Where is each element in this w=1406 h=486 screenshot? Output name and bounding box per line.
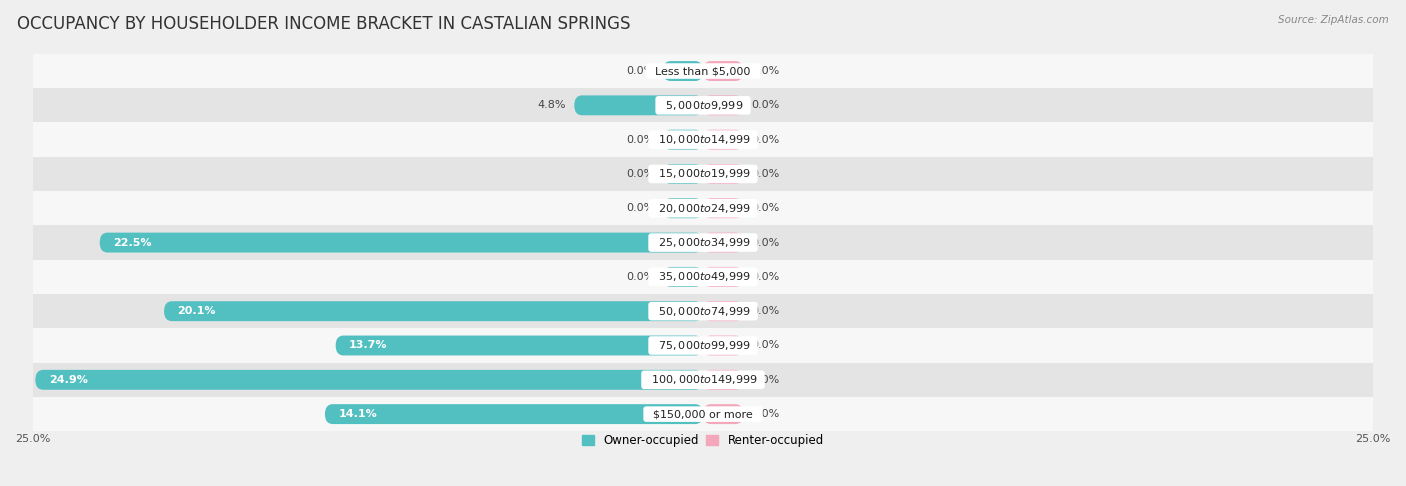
Text: 4.8%: 4.8% bbox=[537, 100, 567, 110]
Text: $75,000 to $99,999: $75,000 to $99,999 bbox=[651, 339, 755, 352]
Text: Less than $5,000: Less than $5,000 bbox=[648, 66, 758, 76]
Text: Source: ZipAtlas.com: Source: ZipAtlas.com bbox=[1278, 15, 1389, 25]
Bar bbox=[32, 88, 1374, 122]
Text: $20,000 to $24,999: $20,000 to $24,999 bbox=[651, 202, 755, 215]
Text: 20.1%: 20.1% bbox=[177, 306, 217, 316]
FancyBboxPatch shape bbox=[336, 335, 703, 355]
FancyBboxPatch shape bbox=[703, 267, 744, 287]
Bar bbox=[32, 260, 1374, 294]
Text: $25,000 to $34,999: $25,000 to $34,999 bbox=[651, 236, 755, 249]
Text: $5,000 to $9,999: $5,000 to $9,999 bbox=[658, 99, 748, 112]
FancyBboxPatch shape bbox=[662, 61, 703, 81]
Text: 0.0%: 0.0% bbox=[751, 100, 779, 110]
Text: $150,000 or more: $150,000 or more bbox=[647, 409, 759, 419]
Text: 0.0%: 0.0% bbox=[627, 272, 655, 282]
FancyBboxPatch shape bbox=[662, 198, 703, 218]
Text: 0.0%: 0.0% bbox=[751, 135, 779, 145]
Text: $100,000 to $149,999: $100,000 to $149,999 bbox=[644, 373, 762, 386]
Text: 0.0%: 0.0% bbox=[751, 66, 779, 76]
FancyBboxPatch shape bbox=[662, 130, 703, 150]
Bar bbox=[32, 397, 1374, 431]
Text: $10,000 to $14,999: $10,000 to $14,999 bbox=[651, 133, 755, 146]
FancyBboxPatch shape bbox=[703, 61, 744, 81]
FancyBboxPatch shape bbox=[703, 301, 744, 321]
Bar bbox=[32, 294, 1374, 329]
FancyBboxPatch shape bbox=[662, 267, 703, 287]
FancyBboxPatch shape bbox=[703, 164, 744, 184]
FancyBboxPatch shape bbox=[703, 404, 744, 424]
Text: 0.0%: 0.0% bbox=[751, 375, 779, 385]
Text: 22.5%: 22.5% bbox=[112, 238, 152, 247]
Text: 0.0%: 0.0% bbox=[751, 272, 779, 282]
FancyBboxPatch shape bbox=[703, 233, 744, 253]
Bar bbox=[32, 122, 1374, 157]
Text: $35,000 to $49,999: $35,000 to $49,999 bbox=[651, 270, 755, 283]
Text: 0.0%: 0.0% bbox=[751, 409, 779, 419]
Bar bbox=[32, 157, 1374, 191]
Text: 0.0%: 0.0% bbox=[751, 306, 779, 316]
Text: 0.0%: 0.0% bbox=[751, 341, 779, 350]
Text: $15,000 to $19,999: $15,000 to $19,999 bbox=[651, 168, 755, 180]
FancyBboxPatch shape bbox=[703, 198, 744, 218]
Text: 0.0%: 0.0% bbox=[627, 66, 655, 76]
Bar bbox=[32, 226, 1374, 260]
FancyBboxPatch shape bbox=[662, 164, 703, 184]
Text: 0.0%: 0.0% bbox=[751, 203, 779, 213]
Bar bbox=[32, 54, 1374, 88]
Text: 24.9%: 24.9% bbox=[49, 375, 87, 385]
FancyBboxPatch shape bbox=[165, 301, 703, 321]
Bar bbox=[32, 191, 1374, 226]
Text: OCCUPANCY BY HOUSEHOLDER INCOME BRACKET IN CASTALIAN SPRINGS: OCCUPANCY BY HOUSEHOLDER INCOME BRACKET … bbox=[17, 15, 630, 33]
Text: 0.0%: 0.0% bbox=[751, 238, 779, 247]
Text: 0.0%: 0.0% bbox=[627, 169, 655, 179]
FancyBboxPatch shape bbox=[703, 130, 744, 150]
Text: 13.7%: 13.7% bbox=[349, 341, 388, 350]
Text: 0.0%: 0.0% bbox=[627, 203, 655, 213]
Text: $50,000 to $74,999: $50,000 to $74,999 bbox=[651, 305, 755, 318]
Text: 0.0%: 0.0% bbox=[627, 135, 655, 145]
FancyBboxPatch shape bbox=[325, 404, 703, 424]
FancyBboxPatch shape bbox=[100, 233, 703, 253]
FancyBboxPatch shape bbox=[574, 95, 703, 115]
Bar bbox=[32, 363, 1374, 397]
FancyBboxPatch shape bbox=[703, 335, 744, 355]
FancyBboxPatch shape bbox=[35, 370, 703, 390]
FancyBboxPatch shape bbox=[703, 370, 744, 390]
Text: 0.0%: 0.0% bbox=[751, 169, 779, 179]
Bar bbox=[32, 329, 1374, 363]
Legend: Owner-occupied, Renter-occupied: Owner-occupied, Renter-occupied bbox=[578, 429, 828, 452]
FancyBboxPatch shape bbox=[703, 95, 744, 115]
Text: 14.1%: 14.1% bbox=[339, 409, 377, 419]
